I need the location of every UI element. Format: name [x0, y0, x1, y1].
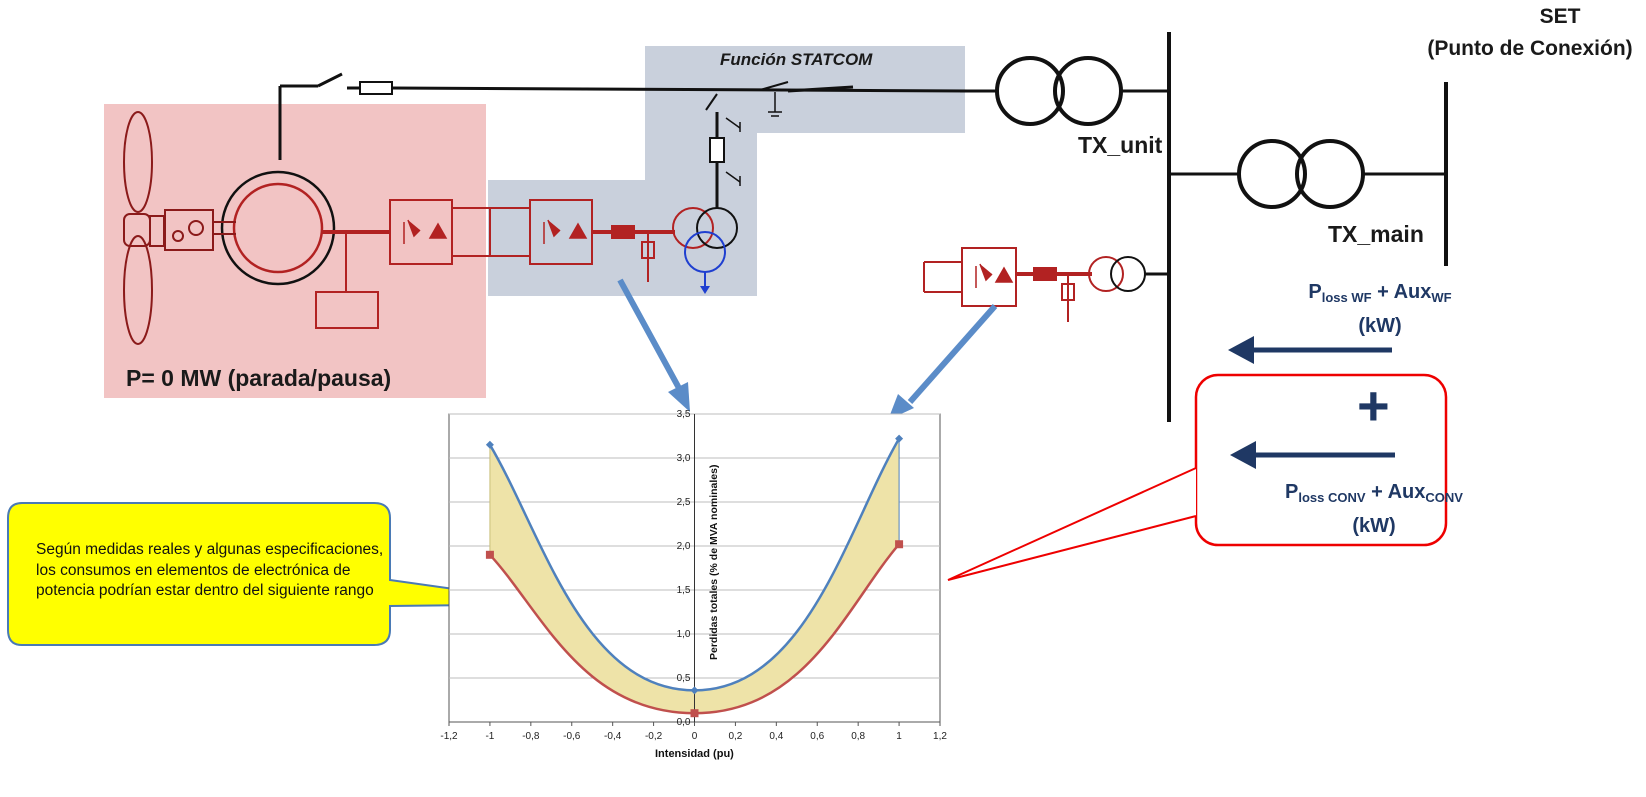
x-tick-label: 0,4	[769, 731, 783, 742]
y-tick-label: 1,0	[677, 629, 691, 640]
conv-loss-p: P	[1285, 481, 1299, 503]
aux-glyphs	[975, 263, 1014, 288]
lower-point	[895, 540, 904, 549]
y-tick-label: 2,0	[677, 541, 691, 552]
statcom-branch	[705, 81, 789, 208]
lower-point	[690, 709, 699, 718]
generator-symbol	[213, 170, 336, 286]
chart-marks	[485, 434, 904, 718]
tx-main-symbol	[1169, 139, 1446, 209]
wf-loss-p-sub: loss WF	[1321, 290, 1372, 305]
x-tick-label: -0,8	[522, 731, 540, 742]
y-tick-label: 3,0	[677, 453, 691, 464]
wf-loss-label: Ploss WF + AuxWF (kW)	[1290, 278, 1470, 340]
x-tick-label: -1,2	[440, 731, 458, 742]
turbine-zone	[104, 104, 486, 398]
loss-band	[489, 438, 900, 714]
feeder-line	[278, 72, 971, 160]
x-tick-label: 0,6	[810, 731, 824, 742]
upper-point	[485, 440, 494, 449]
statcom-label: Función STATCOM	[720, 50, 873, 69]
y-tick-label: 1,5	[677, 585, 691, 596]
loss-chart: 0,0 0,5 1,0 1,5 2,0 2,5 3,0 3,5 -1,2 -1 -0,8 -0,6 -0…	[440, 409, 947, 742]
aux-transformer	[1110, 256, 1146, 292]
conv-loss-unit: (kW)	[1352, 515, 1396, 537]
x-tick-label: -0,2	[645, 731, 663, 742]
conv-loss-pointer	[947, 467, 1197, 581]
tx-unit-label: TX_unit	[1078, 132, 1163, 158]
x-tick-label: -1	[485, 731, 494, 742]
x-tick-label: -0,4	[604, 731, 622, 742]
callout-text: Según medidas reales y algunas especific…	[36, 541, 384, 599]
plus-sign: +	[1357, 374, 1390, 437]
upper-point	[895, 434, 904, 443]
wf-loss-unit: (kW)	[1358, 315, 1402, 337]
chart-tick-labels: 0,0 0,5 1,0 1,5 2,0 2,5 3,0 3,5 -1,2 -1 -0,8 -0,6 -0…	[440, 409, 947, 742]
tx-main-label: TX_main	[1328, 221, 1424, 247]
x-tick-label: 1	[896, 731, 902, 742]
chart-x-title: Intensidad (pu)	[655, 748, 734, 760]
y-tick-label: 2,5	[677, 497, 691, 508]
conv-loss-p-sub: loss CONV	[1298, 490, 1366, 505]
chart-y-title: Perdidas totales (% de MVA nominales)	[708, 464, 720, 660]
statcom-transformer	[684, 207, 738, 294]
power-state-label: P= 0 MW (parada/pausa)	[126, 365, 392, 391]
y-tick-label: 0,5	[677, 673, 691, 684]
flow-arrows	[1228, 336, 1395, 469]
upper-point	[690, 686, 699, 695]
x-tick-label: 0,8	[851, 731, 865, 742]
statcom-zone	[488, 46, 965, 296]
set-title: SET	[1539, 5, 1581, 28]
set-subtitle: (Punto de Conexión)	[1427, 37, 1633, 60]
conv-loss-aux-sub: CONV	[1425, 490, 1463, 505]
wf-loss-p: P	[1308, 281, 1322, 303]
x-tick-label: -0,6	[563, 731, 581, 742]
tx-unit-symbol	[960, 56, 1168, 126]
y-tick-label: 0,0	[677, 717, 691, 728]
fuse-symbol	[359, 81, 393, 95]
x-tick-label: 0	[692, 731, 698, 742]
conv-loss-aux: + Aux	[1365, 481, 1426, 503]
aux-converter	[923, 247, 1124, 322]
conv-loss-box	[1194, 373, 1448, 547]
converter-chain	[315, 199, 714, 329]
pointer-arrows	[617, 278, 998, 420]
conv-loss-label: Ploss CONV + AuxCONV (kW)	[1254, 478, 1494, 540]
x-tick-label: 0,2	[728, 731, 742, 742]
callout-bubble	[7, 502, 561, 646]
converter-glyphs	[403, 219, 588, 244]
y-tick-label: 3,5	[677, 409, 691, 420]
wf-loss-aux-sub: WF	[1431, 290, 1452, 305]
wf-loss-aux: + Aux	[1371, 281, 1432, 303]
rotor-blades	[123, 111, 214, 345]
x-tick-label: 1,2	[933, 731, 947, 742]
lower-point	[485, 550, 494, 559]
